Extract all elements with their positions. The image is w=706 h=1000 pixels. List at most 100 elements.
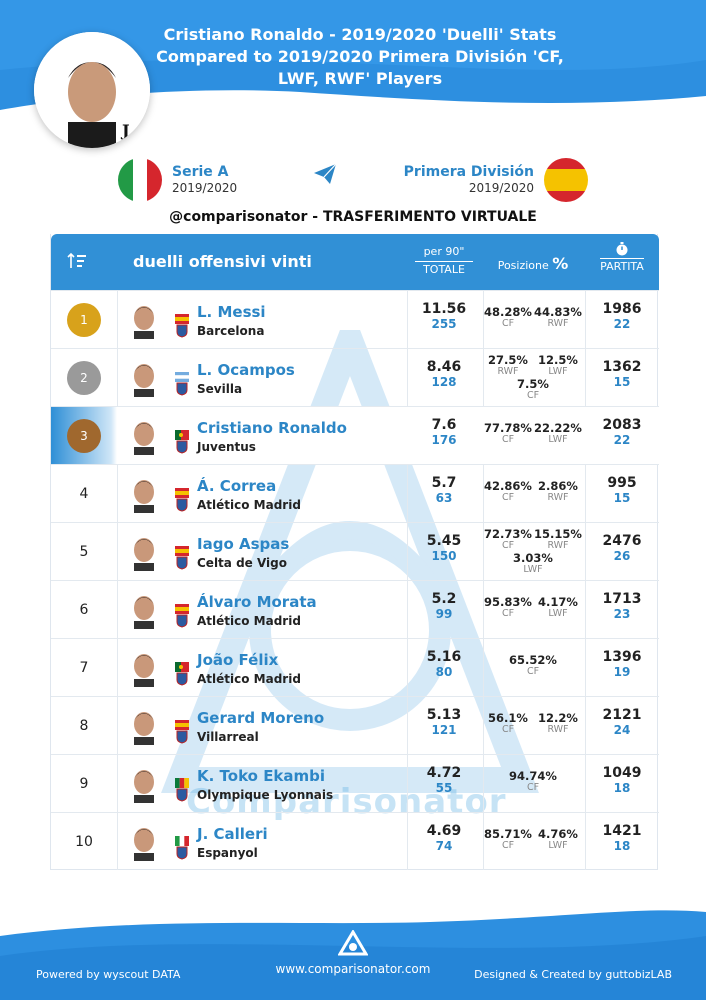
club-crest-icon: [175, 671, 189, 686]
per90-cell: 8.46 128: [426, 359, 462, 389]
sort-icon[interactable]: [67, 252, 87, 274]
club-name: Atlético Madrid: [197, 498, 301, 512]
table-row[interactable]: 8 Gerard Moreno Villarreal 5.13 121 56.1% CF 12…: [51, 696, 659, 754]
match-cell: 2476 26: [602, 533, 642, 563]
match-cell: 1362 15: [602, 359, 642, 389]
rank-cell: 2: [51, 349, 117, 407]
player-name[interactable]: Iago Aspas: [197, 535, 290, 553]
club-name: Celta de Vigo: [197, 556, 287, 570]
per90-cell: 5.7 63: [431, 475, 457, 505]
position-share: 12.2% RWF: [538, 711, 578, 735]
match-cell: 1713 23: [602, 591, 642, 621]
rank-cell: 9: [51, 755, 117, 813]
position-share: 15.15% RWF: [534, 527, 582, 551]
club-crest-icon: [175, 845, 189, 860]
position-cell: 56.1% CF 12.2% RWF: [483, 697, 583, 755]
club-name: Atlético Madrid: [197, 614, 301, 628]
table-row[interactable]: 1 L. Messi Barcelona 11.56 255 48.28% CF 44.83%…: [51, 290, 659, 348]
player-name[interactable]: Á. Correa: [197, 477, 277, 495]
per90-cell: 5.2 99: [431, 591, 457, 621]
club-crest-icon: [175, 439, 189, 454]
table-row[interactable]: 2 L. Ocampos Sevilla 8.46 128 27.5% RWF 12.5% LW…: [51, 348, 659, 406]
position-share: 72.73% CF: [484, 527, 532, 551]
league-name: Serie A: [172, 164, 229, 180]
position-share: 2.86% RWF: [538, 479, 578, 503]
position-share: 22.22% LWF: [534, 421, 582, 445]
position-share: 44.83% RWF: [534, 305, 582, 329]
per90-cell: 7.6 176: [431, 417, 457, 447]
rank: 7: [79, 660, 89, 676]
rank: 6: [79, 602, 89, 618]
footer-powered: Powered by wyscout DATA: [36, 968, 181, 981]
club-name: Sevilla: [197, 382, 243, 396]
rank-medal-icon: 3: [67, 419, 101, 453]
rank-medal-icon: 1: [67, 303, 101, 337]
club-crest-icon: [175, 497, 189, 512]
rank-cell: 10: [51, 813, 117, 871]
position-cell: 85.71% CF 4.76% LWF: [483, 813, 583, 871]
footer-credits: Designed & Created by guttobizLAB: [474, 968, 672, 981]
position-share: 95.83% CF: [484, 595, 532, 619]
per90-cell: 4.69 74: [426, 823, 462, 853]
per90-header: per 90" TOTALE: [407, 244, 481, 277]
table-row[interactable]: 9 K. Toko Ekambi Olympique Lyonnais 4.72 55 9…: [51, 754, 659, 812]
position-cell: 77.78% CF 22.22% LWF: [483, 407, 583, 465]
player-photo: [129, 475, 159, 513]
rank-cell: 8: [51, 697, 117, 755]
rank-cell: 5: [51, 523, 117, 581]
league-left: Serie A 2019/2020: [118, 158, 247, 202]
rank-cell: 7: [51, 639, 117, 697]
player-name[interactable]: J. Calleri: [197, 825, 268, 843]
player-photo: [129, 417, 159, 455]
per90-cell: 11.56 255: [421, 301, 467, 331]
player-name[interactable]: L. Messi: [197, 303, 266, 321]
player-name[interactable]: João Félix: [197, 651, 279, 669]
position-cell: 42.86% CF 2.86% RWF: [483, 465, 583, 523]
position-cell: 27.5% RWF 12.5% LWF 7.5% CF: [483, 349, 583, 407]
match-cell: 2083 22: [602, 417, 642, 447]
player-photo: [129, 359, 159, 397]
rank: 4: [79, 486, 89, 502]
club-name: Juventus: [197, 440, 256, 454]
position-share: 12.5% LWF: [538, 353, 578, 377]
per90-cell: 5.45 150: [426, 533, 462, 563]
table-row[interactable]: 3 Cristiano Ronaldo Juventus 7.6 176 77.78% CF…: [51, 406, 659, 464]
table-row[interactable]: 6 Álvaro Morata Atlético Madrid 5.2 99 95.83%…: [51, 580, 659, 638]
club-name: Villarreal: [197, 730, 259, 744]
header-band: [0, 0, 706, 110]
player-name[interactable]: K. Toko Ekambi: [197, 767, 326, 785]
club-crest-icon: [175, 381, 189, 396]
rank: 10: [75, 834, 93, 850]
footer-website[interactable]: www.comparisonator.com: [275, 962, 431, 976]
table-row[interactable]: 10 J. Calleri Espanyol 4.69 74 85.71% CF 4.76% L…: [51, 812, 659, 870]
position-share: 27.5% RWF: [488, 353, 528, 377]
position-share: 77.78% CF: [484, 421, 532, 445]
player-name[interactable]: Álvaro Morata: [197, 593, 317, 611]
player-photo: [129, 707, 159, 745]
match-header: PARTITA: [585, 242, 659, 274]
table-header: duelli offensivi vinti per 90" TOTALE Po…: [51, 234, 659, 290]
rank-medal-icon: 2: [67, 361, 101, 395]
position-share: 4.76% LWF: [538, 827, 578, 851]
league-season: 2019/2020: [172, 181, 238, 195]
argentina-flag-icon: [175, 367, 189, 382]
player-photo: [129, 765, 159, 803]
table-row[interactable]: 5 Iago Aspas Celta de Vigo 5.45 150 72.73% CF 1…: [51, 522, 659, 580]
club-name: Barcelona: [197, 324, 265, 338]
avatar: J: [34, 32, 150, 148]
rank: 9: [79, 776, 89, 792]
cameroon-flag-icon: [175, 773, 189, 788]
player-name[interactable]: Gerard Moreno: [197, 709, 325, 727]
spain-flag-icon: [175, 483, 189, 498]
player-name[interactable]: L. Ocampos: [197, 361, 295, 379]
portugal-flag-icon: [175, 657, 189, 672]
position-share: 42.86% CF: [484, 479, 532, 503]
match-cell: 1986 22: [602, 301, 642, 331]
table-row[interactable]: 4 Á. Correa Atlético Madrid 5.7 63 42.86% CF 2.…: [51, 464, 659, 522]
spain-flag-icon: [175, 715, 189, 730]
table-row[interactable]: 7 João Félix Atlético Madrid 5.16 80 65.52% CF…: [51, 638, 659, 696]
svg-text:J: J: [120, 121, 130, 140]
player-name[interactable]: Cristiano Ronaldo: [197, 419, 347, 437]
club-crest-icon: [175, 729, 189, 744]
club-name: Atlético Madrid: [197, 672, 301, 686]
